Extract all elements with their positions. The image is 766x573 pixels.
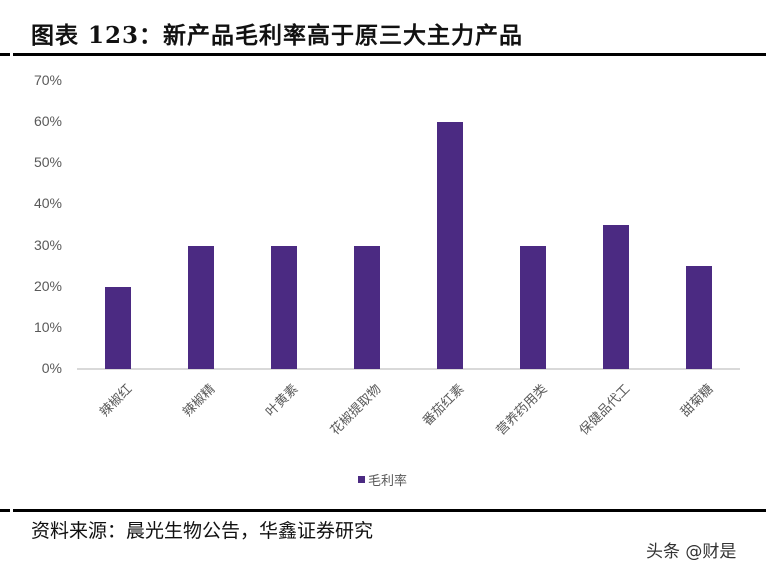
x-tick-label: 保健品代工 [576, 381, 634, 439]
x-tick-label: 营养药用类 [493, 381, 551, 439]
bar [188, 245, 215, 369]
bar [519, 245, 546, 369]
x-tick-label: 辣椒精 [180, 381, 219, 421]
y-tick-label: 50% [33, 154, 62, 171]
y-tick-label: 60% [33, 113, 62, 130]
x-tick-label: 花椒提取物 [327, 381, 385, 439]
x-tick-label: 叶黄素 [263, 381, 302, 421]
bar [436, 122, 463, 369]
watermark: 头条 @财是 [646, 542, 737, 562]
bar [105, 286, 132, 369]
y-tick-label: 20% [33, 277, 62, 294]
y-tick-label: 30% [33, 236, 62, 253]
legend-swatch [358, 476, 365, 483]
y-tick-label: 70% [33, 72, 62, 88]
y-tick-label: 10% [33, 318, 62, 335]
bar [354, 245, 381, 369]
y-tick-label: 0% [41, 360, 62, 376]
bar [685, 266, 712, 369]
x-tick-label: 番茄红素 [420, 381, 468, 430]
title-rule-left [0, 53, 10, 56]
chart-title: 图表 123：新产品毛利率高于原三大主力产品 [31, 22, 524, 49]
source-rule-left [0, 509, 10, 512]
legend-label: 毛利率 [368, 474, 408, 489]
title-rule [13, 53, 766, 56]
source-note: 资料来源：晨光生物公告，华鑫证券研究 [31, 520, 374, 542]
legend: 毛利率 [358, 470, 407, 489]
bar [602, 225, 629, 369]
x-tick-label: 辣椒红 [97, 381, 136, 421]
bar [271, 245, 298, 369]
x-axis-line [77, 368, 740, 370]
y-tick-label: 40% [33, 195, 62, 212]
x-tick-label: 甜菊糖 [677, 381, 717, 421]
source-rule [13, 509, 766, 512]
